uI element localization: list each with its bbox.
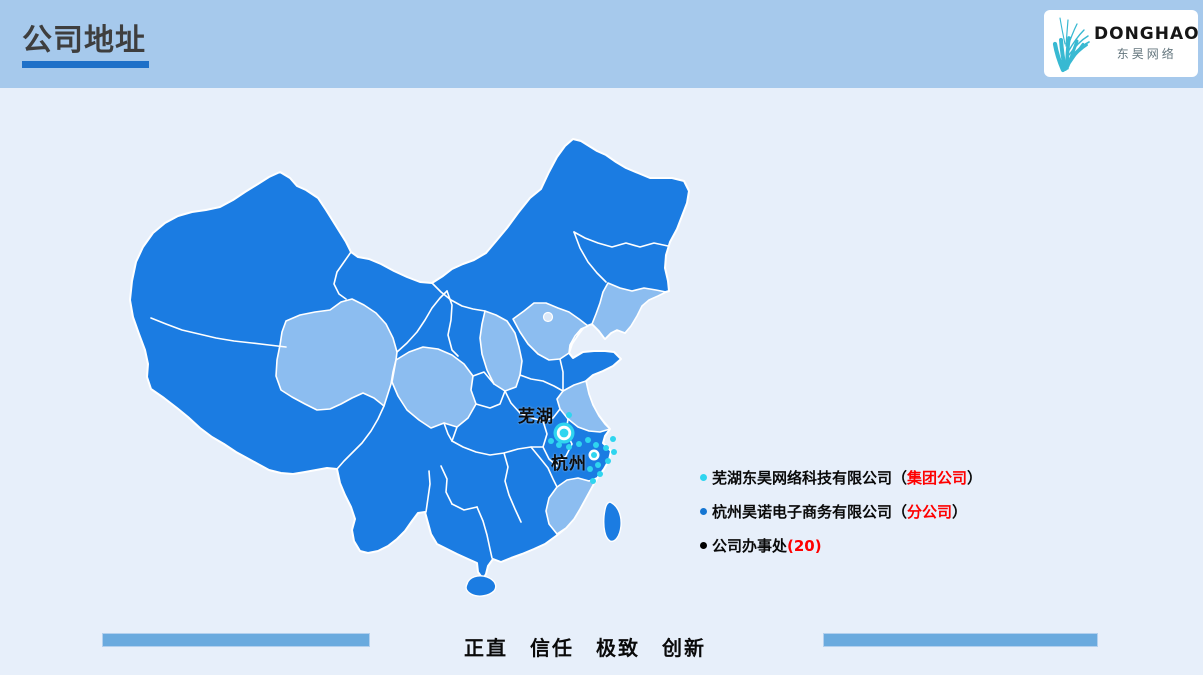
logo-text: DONGHAO 东昊网络: [1094, 25, 1200, 62]
legend-item-branch-company: 杭州昊诺电子商务有限公司（分公司）: [700, 502, 982, 521]
legend-item-group-company: 芜湖东昊网络科技有限公司（集团公司）: [700, 468, 982, 487]
motto-word: 创新: [662, 636, 706, 660]
province-shanxi: [479, 310, 523, 392]
motto-word: 信任: [530, 636, 574, 660]
header-band: 公司地址 DONGH: [0, 0, 1203, 88]
wuhu-marker: [553, 422, 575, 444]
logo-name: DONGHAO: [1094, 24, 1200, 44]
legend-item-offices: 公司办事处(20): [700, 536, 982, 555]
bottom-bar-left: [102, 633, 370, 647]
logo-subtitle: 东昊网络: [1116, 47, 1177, 61]
company-motto: 正直 信任 极致 创新: [464, 632, 706, 661]
legend-company-name: 芜湖东昊网络科技有限公司: [712, 469, 893, 487]
beijing-enclave: [542, 311, 554, 323]
province-liaoning: [591, 282, 667, 340]
legend-company-name: 公司办事处: [712, 537, 788, 555]
province-fujian: [545, 477, 598, 535]
legend-company-name: 杭州昊诺电子商务有限公司: [712, 503, 893, 521]
blue-dot-icon: [700, 508, 707, 515]
legend-highlight: 分公司: [907, 503, 953, 521]
hainan-island: [465, 575, 497, 597]
page-title: 公司地址: [22, 23, 146, 58]
title-underline: [22, 61, 149, 68]
cyan-dot-icon: [700, 474, 707, 481]
legend: 芜湖东昊网络科技有限公司（集团公司） 杭州昊诺电子商务有限公司（分公司） 公司办…: [700, 468, 982, 570]
motto-word: 极致: [596, 636, 640, 660]
legend-highlight: 集团公司: [907, 469, 968, 487]
hangzhou-marker: [588, 449, 600, 461]
province-jiangsu: [556, 380, 611, 433]
map-label-wuhu: 芜湖: [518, 407, 554, 427]
black-dot-icon: [700, 542, 707, 549]
province-borders: [150, 231, 669, 559]
province-hebei: [512, 302, 589, 361]
light-provinces: [275, 282, 667, 535]
taiwan-island: [603, 501, 622, 543]
office-dots: [548, 412, 617, 484]
company-logo: DONGHAO 东昊网络: [1044, 10, 1200, 77]
bottom-bar-right: [823, 633, 1098, 647]
china-map: [129, 138, 690, 597]
province-gansu-south: [391, 346, 477, 429]
motto-word: 正直: [464, 636, 508, 660]
feather-logo-icon: [1052, 16, 1090, 72]
map-label-hangzhou: 杭州: [551, 454, 587, 474]
legend-highlight: (20): [787, 537, 822, 555]
